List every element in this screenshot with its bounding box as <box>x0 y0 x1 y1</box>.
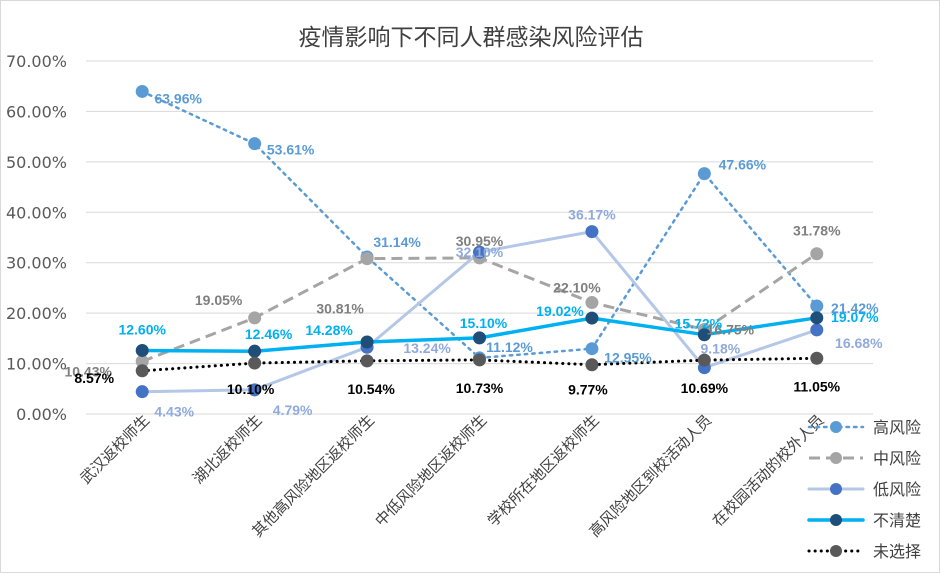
x-tick-label: 在校园活动的校外人员 <box>709 411 828 530</box>
data-label: 11.05% <box>793 378 840 394</box>
x-tick-label: 武汉返校师生 <box>77 411 153 487</box>
data-label: 4.79% <box>273 402 313 418</box>
data-label: 15.10% <box>460 315 508 331</box>
data-point <box>697 167 711 181</box>
data-point <box>810 351 824 365</box>
x-axis: 武汉返校师生 湖北返校师生其他高风险地区返校师生中低风险地区返校师生学校所在地区返… <box>77 411 828 540</box>
y-tick-label: 40.00% <box>6 203 67 222</box>
y-tick-label: 0.00% <box>16 405 67 424</box>
data-label: 19.07% <box>831 309 879 325</box>
x-tick-label: 其他高风险地区返校师生 <box>248 411 377 540</box>
data-point <box>360 335 374 349</box>
data-label: 10.73% <box>456 380 504 396</box>
series-points <box>135 84 824 399</box>
data-label: 63.96% <box>154 90 202 106</box>
x-tick-label: 湖北返校师生 <box>189 411 265 487</box>
y-tick-label: 10.00% <box>6 355 67 374</box>
x-tick-label: 中低风险地区返校师生 <box>372 411 491 530</box>
data-point <box>135 364 149 378</box>
data-label: 30.81% <box>316 301 364 317</box>
data-label: 19.02% <box>536 303 584 319</box>
data-label: 12.46% <box>245 326 293 342</box>
legend-label: 不清楚 <box>873 511 921 530</box>
data-point <box>248 311 262 325</box>
legend-label: 中风险 <box>873 449 921 468</box>
data-label: 11.12% <box>486 339 533 355</box>
chart-title: 疫情影响下不同人群感染风险评估 <box>299 25 644 51</box>
data-label: 12.60% <box>118 321 166 337</box>
data-label: 47.66% <box>719 157 767 173</box>
data-point <box>473 353 486 367</box>
data-label: 31.14% <box>373 234 421 250</box>
data-label: 9.77% <box>568 382 608 398</box>
legend-marker <box>830 421 842 433</box>
data-label: 10.10% <box>227 381 275 397</box>
data-point <box>248 344 262 358</box>
y-tick-label: 50.00% <box>6 153 67 172</box>
data-label: 21.42% <box>831 300 879 316</box>
y-tick-label: 30.00% <box>6 254 67 273</box>
data-point <box>697 353 711 367</box>
data-point <box>810 247 824 261</box>
legend-label: 高风险 <box>873 418 921 437</box>
data-label: 10.69% <box>681 380 729 396</box>
y-tick-label: 70.00% <box>6 52 67 71</box>
data-point <box>585 296 599 310</box>
data-labels: 63.96% 53.61% 31.14% 11.12% 12.95% 47.66% 21.4… <box>64 90 883 419</box>
data-label: 30.95% <box>456 233 504 249</box>
data-point <box>135 354 149 368</box>
data-label: 12.95% <box>604 350 652 366</box>
y-axis: 0.00% 10.00% 20.00% 30.00% 40.00% 50.00% 60.00… <box>6 52 67 424</box>
legend-marker <box>830 452 842 464</box>
legend-marker <box>830 483 842 495</box>
data-label: 14.28% <box>305 322 353 338</box>
data-point <box>810 323 824 337</box>
data-point <box>473 245 486 259</box>
data-label: 4.43% <box>154 404 194 420</box>
data-label: 13.24% <box>403 340 451 356</box>
data-point <box>360 354 374 368</box>
y-tick-label: 60.00% <box>6 102 67 121</box>
data-point <box>810 311 824 325</box>
data-point <box>810 299 824 313</box>
data-label: 32.10% <box>456 244 504 260</box>
legend-marker <box>830 545 842 557</box>
y-tick-label: 20.00% <box>6 304 67 323</box>
legend-label: 低风险 <box>873 480 921 499</box>
x-tick-label: 高风险地区到校活动人员 <box>586 411 715 540</box>
data-label: 10.54% <box>347 381 395 397</box>
gridlines <box>86 60 873 415</box>
data-point <box>585 311 599 325</box>
x-tick-label: 学校所在地区返校师生 <box>484 411 603 530</box>
data-point <box>585 225 599 239</box>
data-point <box>248 383 262 397</box>
data-label: 19.05% <box>195 292 243 308</box>
data-point <box>360 252 374 266</box>
data-point <box>585 358 599 372</box>
data-label: 8.57% <box>74 370 114 386</box>
data-label: 22.10% <box>553 280 601 296</box>
data-point <box>135 84 149 98</box>
data-point <box>473 331 486 345</box>
data-label: 53.61% <box>267 142 315 158</box>
data-label: 16.75% <box>707 322 755 338</box>
data-label: 10.43% <box>64 363 112 379</box>
data-label: 15.72% <box>675 316 723 332</box>
data-label: 31.78% <box>793 223 841 239</box>
data-label: 9.18% <box>701 341 741 357</box>
data-point <box>135 343 149 357</box>
data-point <box>697 328 711 342</box>
data-label: 36.17% <box>568 207 616 223</box>
data-point <box>585 342 599 356</box>
data-point <box>135 385 149 399</box>
legend-label: 未选择 <box>873 542 921 561</box>
data-label: 16.68% <box>835 335 883 351</box>
legend-marker <box>830 514 842 526</box>
data-point <box>248 356 262 370</box>
data-point <box>248 137 262 151</box>
